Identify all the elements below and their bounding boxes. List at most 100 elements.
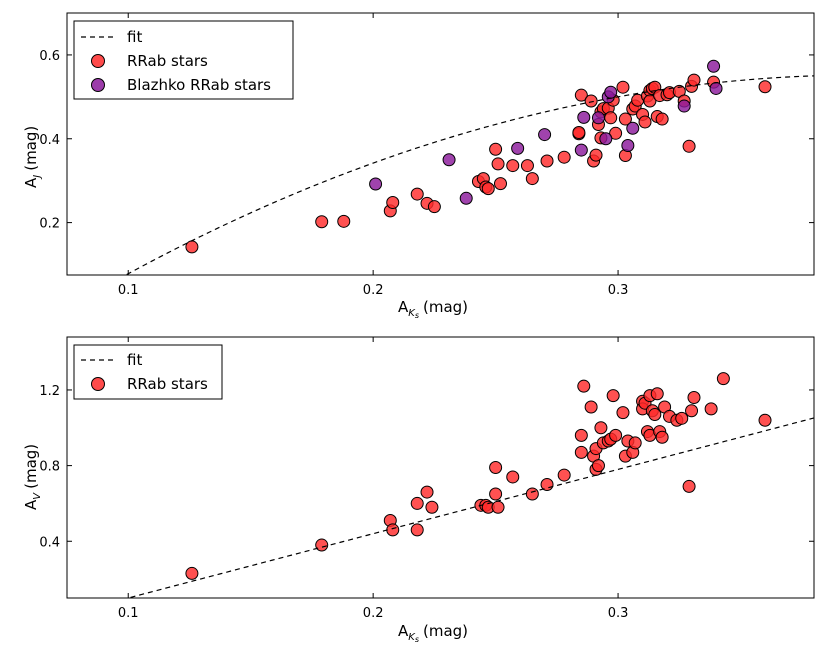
bottom-chart-y-tick-label-1: 0.8: [39, 460, 60, 475]
top-chart-rrab-stars-point-4: [386, 195, 400, 209]
bottom-chart-rrab-stars-point-5: [410, 523, 424, 537]
bottom-chart-rrab-stars-point-32: [616, 406, 630, 420]
bottom-chart-rrab-stars-point-26: [594, 421, 608, 435]
bottom-chart-rrab-stars-point-31: [609, 428, 623, 442]
top-chart-rrab-stars-point-18: [540, 154, 554, 168]
top-chart-blazhko-rrab-stars-point-8: [599, 132, 613, 146]
top-chart-axis-ticks: 0.1 0.2 0.3 0.2 0.4 0.6: [39, 13, 814, 298]
bottom-chart-rrab-stars-point-1: [315, 538, 329, 552]
legend-rrab-marker: [91, 377, 105, 391]
legend-rrab-label: RRab stars: [127, 375, 208, 393]
top-chart-rrab-stars-point-34: [616, 80, 630, 94]
bottom-chart-x-tick-label-1: 0.2: [363, 606, 384, 621]
bottom-chart-rrab-stars-point-21: [584, 400, 598, 414]
top-chart-rrab-stars-point-54: [682, 139, 696, 153]
top-chart-rrab-stars-point-7: [427, 200, 441, 214]
bottom-chart-points: [185, 372, 772, 580]
bottom-chart-rrab-stars-point-56: [716, 372, 730, 386]
bottom-chart-rrab-stars-point-30: [606, 389, 620, 403]
legend-rrab-marker: [91, 54, 105, 68]
top-chart-rrab-stars-point-56: [687, 73, 701, 87]
top-chart-blazhko-rrab-stars-point-14: [707, 59, 721, 73]
bottom-chart-axis-ticks: 0.1 0.2 0.3 0.4 0.8 1.2: [39, 337, 814, 621]
top-chart-rrab-stars-point-22: [574, 88, 588, 102]
top-chart-rrab-stars-point-21: [572, 125, 586, 139]
bottom-chart-rrab-stars-point-57: [758, 413, 772, 427]
top-chart-rrab-stars-point-35: [618, 112, 632, 126]
top-chart-rrab-stars-point-19: [557, 150, 571, 164]
bottom-chart-y-tick-label-2: 1.2: [39, 384, 60, 399]
top-chart-blazhko-rrab-stars-point-6: [577, 110, 591, 124]
legend-fit-label: fit: [127, 351, 142, 369]
top-chart-blazhko-rrab-stars-point-10: [604, 85, 618, 99]
bottom-chart-rrab-stars-point-6: [420, 485, 434, 499]
top-chart-fit-line: [126, 75, 815, 276]
bottom-chart-rrab-stars-point-0: [185, 566, 199, 580]
top-chart-rrab-stars-point-15: [506, 159, 520, 173]
legend-frame: [73, 20, 294, 100]
bottom-chart-rrab-stars-point-47: [655, 430, 669, 444]
bottom-chart-rrab-stars-point-52: [682, 479, 696, 493]
top-chart-rrab-stars-point-5: [410, 187, 424, 201]
bottom-chart-rrab-stars-point-51: [675, 411, 689, 425]
top-chart-blazhko-rrab-stars-point-7: [591, 111, 605, 125]
bottom-chart-rrab-stars-point-18: [574, 428, 588, 442]
top-chart-rrab-stars-point-41: [638, 115, 652, 129]
bottom-chart-rrab-stars-point-54: [687, 391, 701, 405]
top-chart-rrab-stars-point-2: [337, 214, 351, 228]
bottom-chart-y-axis-label: AV(mag): [22, 444, 43, 510]
bottom-chart-x-tick-label-0: 0.1: [118, 606, 139, 621]
top-chart-blazhko-rrab-stars-point-1: [442, 153, 456, 167]
bottom-chart-fit-line: [130, 417, 815, 598]
bottom-chart-rrab-stars-point-15: [525, 487, 539, 501]
top-chart-x-tick-label-0: 0.1: [118, 283, 139, 298]
bottom-chart-rrab-stars-point-13: [491, 500, 505, 514]
bottom-chart-rrab-stars-point-45: [650, 387, 664, 401]
legend-blazhko-marker: [91, 78, 105, 92]
top-chart-rrab-stars-point-1: [315, 215, 329, 229]
legend-rrab-label: RRab stars: [127, 52, 208, 70]
top-chart-rrab-stars-point-31: [604, 111, 618, 125]
top-chart-blazhko-rrab-stars-point-2: [459, 191, 473, 205]
bottom-chart-rrab-stars-point-53: [685, 404, 699, 418]
top-chart-blazhko-rrab-stars-point-4: [538, 128, 552, 142]
top-chart-rrab-stars-point-49: [655, 112, 669, 126]
bottom-chart-rrab-stars-point-11: [489, 461, 503, 474]
top-chart-blazhko-rrab-stars-point-11: [621, 138, 635, 152]
top-chart-rrab-stars-point-58: [758, 80, 772, 94]
top-chart-y-tick-label-0: 0.2: [39, 217, 60, 232]
top-chart-panel: 0.1 0.2 0.3 0.2 0.4 0.6 fit RRab stars Blazhk…: [22, 12, 815, 320]
top-chart-points: [185, 59, 772, 254]
bottom-chart-rrab-stars-point-3: [386, 523, 400, 537]
top-chart-rrab-stars-point-44: [643, 94, 657, 108]
bottom-chart-y-tick-label-0: 0.4: [39, 535, 60, 550]
bottom-chart-rrab-stars-point-19: [574, 445, 588, 459]
bottom-chart-plot-area: [66, 336, 815, 599]
bottom-chart-rrab-stars-point-36: [628, 436, 642, 450]
top-chart-rrab-stars-point-12: [489, 142, 503, 156]
top-chart-rrab-stars-point-23: [584, 94, 598, 108]
top-chart-x-tick-label-2: 0.3: [608, 283, 629, 298]
bottom-chart-rrab-stars-point-20: [577, 379, 591, 393]
top-chart-x-axis-label: AKs (mag): [398, 298, 468, 320]
bottom-chart-x-tick-label-2: 0.3: [608, 606, 629, 621]
bottom-chart-rrab-stars-point-17: [557, 468, 571, 482]
bottom-chart-rrab-stars-point-4: [410, 496, 424, 510]
top-chart-x-tick-label-1: 0.2: [363, 283, 384, 298]
top-chart-rrab-stars-point-17: [525, 172, 539, 186]
top-chart-blazhko-rrab-stars-point-5: [574, 143, 588, 157]
top-chart-rrab-stars-point-16: [520, 159, 534, 173]
top-chart-blazhko-rrab-stars-point-15: [709, 81, 723, 95]
top-chart-y-axis-label: AJ(mag): [22, 126, 43, 188]
top-chart-legend: fit RRab stars Blazhko RRab stars: [73, 20, 294, 100]
top-chart-rrab-stars-point-11: [481, 182, 495, 196]
bottom-chart-rrab-stars-point-7: [425, 500, 439, 514]
top-chart-plot-area: [66, 12, 815, 276]
bottom-chart-rrab-stars-point-44: [648, 408, 662, 422]
top-chart-blazhko-rrab-stars-point-3: [511, 141, 525, 155]
bottom-chart-panel: 0.1 0.2 0.3 0.4 0.8 1.2 fit RRab stars AKs (ma…: [22, 336, 815, 644]
legend-blazhko-label: Blazhko RRab stars: [127, 76, 271, 94]
top-chart-y-tick-label-2: 0.6: [39, 49, 60, 64]
bottom-chart-x-axis-label: AKs (mag): [398, 622, 468, 644]
bottom-chart-legend: fit RRab stars: [73, 344, 223, 400]
